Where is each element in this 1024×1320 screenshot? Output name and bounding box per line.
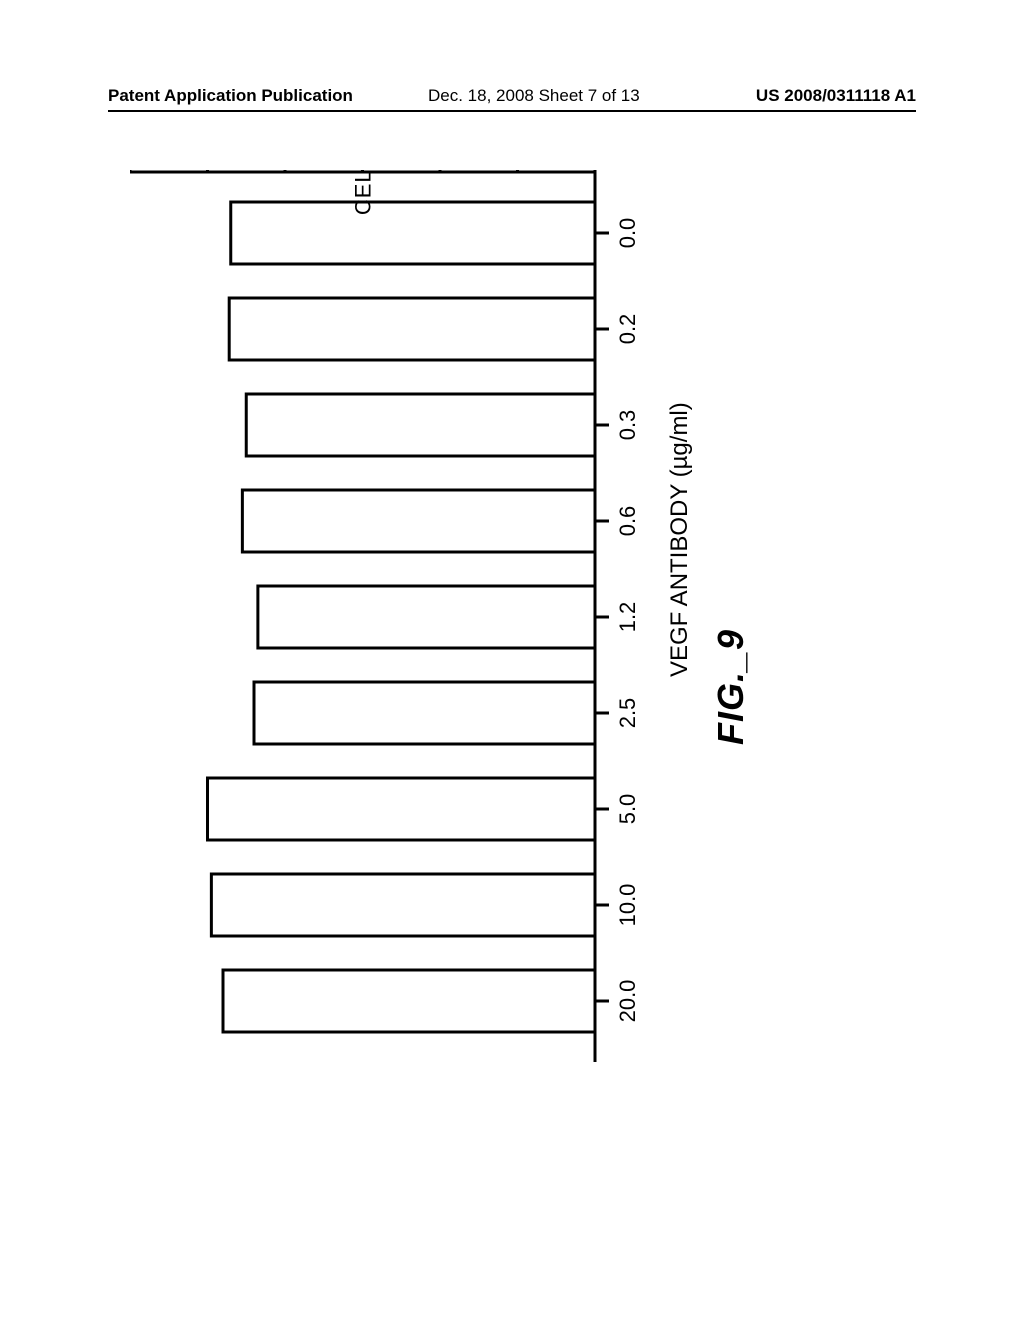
x-tick-label: 20.0: [615, 980, 640, 1023]
x-tick-label: 0.6: [615, 506, 640, 537]
bar: [208, 778, 596, 840]
header-rule: [108, 110, 916, 112]
bar: [246, 394, 595, 456]
bar-chart: 01234560.00.20.30.61.22.55.010.020.0VEGF…: [130, 170, 890, 1150]
bar: [223, 970, 595, 1032]
header-left: Patent Application Publication: [108, 86, 353, 106]
x-tick-label: 0.0: [615, 218, 640, 249]
svg-text:CELLS / WELL x 10-5: CELLS / WELL x 10-5: [348, 170, 376, 215]
bar: [242, 490, 595, 552]
page: { "header": { "left": "Patent Applicatio…: [0, 0, 1024, 1320]
bar: [211, 874, 595, 936]
x-tick-label: 10.0: [615, 884, 640, 927]
x-tick-label: 1.2: [615, 602, 640, 633]
y-axis-title: CELLS / WELL x 10-5: [348, 170, 376, 215]
bar: [258, 586, 595, 648]
header-center: Dec. 18, 2008 Sheet 7 of 13: [428, 86, 640, 106]
x-tick-label: 0.2: [615, 314, 640, 345]
x-tick-label: 0.3: [615, 410, 640, 441]
bar: [231, 202, 595, 264]
x-tick-label: 5.0: [615, 794, 640, 825]
x-tick-label: 2.5: [615, 698, 640, 729]
x-axis-title: VEGF ANTIBODY (µg/ml): [666, 402, 693, 677]
figure-label: FIG._9: [710, 629, 751, 745]
header-right: US 2008/0311118 A1: [756, 86, 916, 106]
bar: [254, 682, 595, 744]
bar: [229, 298, 595, 360]
